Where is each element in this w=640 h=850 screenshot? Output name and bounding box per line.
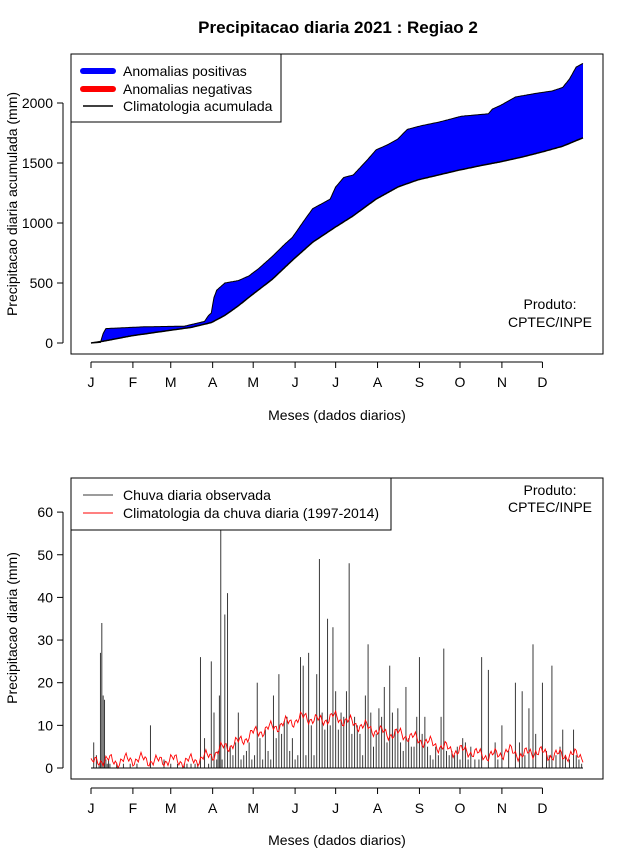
bottom-x-tick-label: J [88, 800, 95, 816]
top-legend: Anomalias positivas Anomalias negativas … [70, 53, 282, 123]
top-x-tick-label: O [455, 374, 466, 390]
top-y-tick-label: 1000 [22, 215, 53, 231]
bottom-legend-box [70, 477, 392, 531]
bottom-x-tick-label: M [165, 800, 177, 816]
bottom-y-axis-label: Precipitacao diaria (mm) [4, 552, 20, 704]
bottom-x-tick-label: M [247, 800, 259, 816]
cumulative-chart: 0 500 1000 1500 2000 J F M A M J J A S O N D Precipitac… [4, 53, 604, 423]
top-x-tick-label: J [332, 374, 339, 390]
cumulative-lines [90, 62, 584, 344]
legend-clim-daily-label: Climatologia da chuva diaria (1997-2014) [123, 505, 379, 521]
bottom-y-axis: 0 10 20 30 40 50 60 [37, 504, 64, 776]
chart-title: Precipitacao diaria 2021 : Regiao 2 [198, 18, 478, 37]
top-x-tick-label: M [165, 374, 177, 390]
top-credit-line2: CPTEC/INPE [508, 314, 592, 330]
top-y-tick-label: 1500 [22, 155, 53, 171]
bottom-x-tick-label: A [208, 800, 218, 816]
top-x-tick-label: M [247, 374, 259, 390]
daily-chart: 0 10 20 30 40 50 60 J F M A M J J A S O N D Precipitacao … [4, 477, 604, 848]
observed-cumulative-line [90, 62, 584, 344]
daily-climatology-line [90, 709, 584, 770]
top-plot-frame [70, 53, 604, 355]
bottom-y-tick-label: 40 [37, 589, 53, 605]
top-y-tick-label: 2000 [22, 95, 53, 111]
bottom-legend: Chuva diaria observada Climatologia da c… [70, 477, 392, 531]
top-x-tick-label: S [415, 374, 424, 390]
bottom-y-tick-label: 50 [37, 547, 53, 563]
top-x-tick-label: A [373, 374, 383, 390]
legend-negative-label: Anomalias negativas [123, 81, 252, 97]
bottom-credit-line2: CPTEC/INPE [508, 499, 592, 515]
top-x-tick-label: J [292, 374, 299, 390]
top-y-tick-label: 500 [30, 275, 54, 291]
legend-climatology-label: Climatologia acumulada [123, 98, 273, 114]
bottom-x-tick-label: N [497, 800, 507, 816]
top-x-tick-label: J [88, 374, 95, 390]
bottom-x-tick-label: D [537, 800, 547, 816]
legend-positive-label: Anomalias positivas [123, 63, 247, 79]
top-credit-line1: Produto: [524, 296, 577, 312]
top-x-tick-label: D [537, 374, 547, 390]
daily-climatology-line-group [90, 709, 584, 770]
bottom-x-tick-label: J [292, 800, 299, 816]
bottom-y-tick-label: 10 [37, 717, 53, 733]
bottom-x-tick-label: J [332, 800, 339, 816]
bottom-x-tick-label: A [373, 800, 383, 816]
top-y-axis-label: Precipitacao diaria acumulada (mm) [4, 92, 20, 316]
climatology-cumulative-line [90, 137, 584, 344]
bottom-credit-line1: Produto: [524, 482, 577, 498]
top-y-tick-label: 0 [45, 335, 53, 351]
bottom-y-tick-label: 0 [45, 760, 53, 776]
positive-anomaly-area [91, 63, 583, 344]
top-y-axis: 0 500 1000 1500 2000 [22, 95, 64, 351]
bottom-x-tick-label: F [129, 800, 138, 816]
positive-anomaly-fill [91, 63, 583, 344]
bottom-y-tick-label: 60 [37, 504, 53, 520]
legend-observed-label: Chuva diaria observada [123, 487, 271, 503]
top-x-tick-label: A [208, 374, 218, 390]
observed-rain-bars [93, 524, 583, 768]
bottom-x-tick-label: O [455, 800, 466, 816]
top-x-axis-label: Meses (dados diarios) [268, 407, 406, 423]
bottom-y-tick-label: 20 [37, 675, 53, 691]
bottom-x-tick-label: S [415, 800, 424, 816]
top-x-tick-label: F [129, 374, 138, 390]
top-x-tick-label: N [497, 374, 507, 390]
bottom-y-tick-label: 30 [37, 632, 53, 648]
bottom-x-axis-label: Meses (dados diarios) [268, 832, 406, 848]
